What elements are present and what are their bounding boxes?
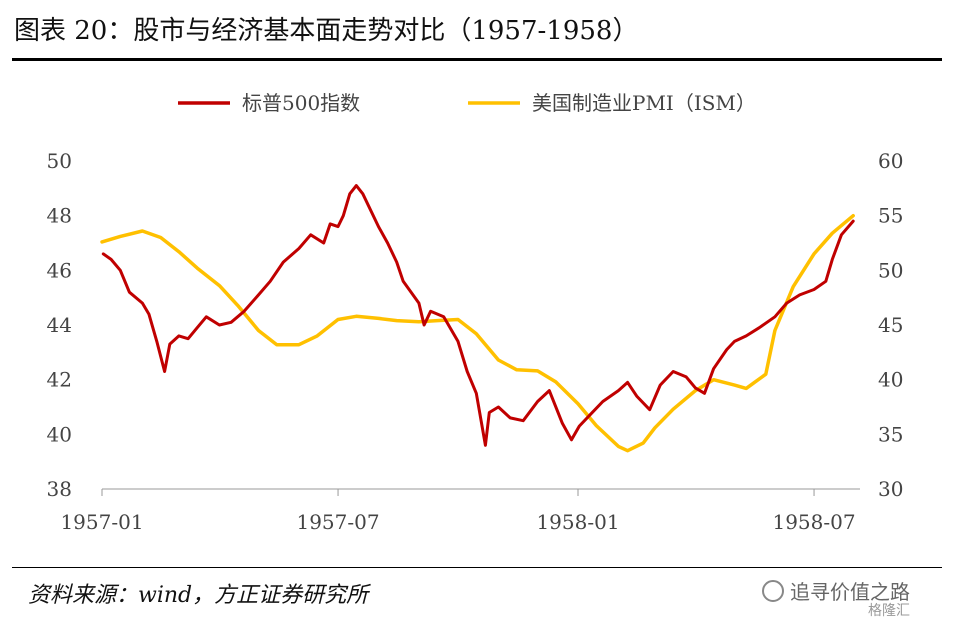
y-left-tick-label: 44 [47,313,72,337]
wechat-icon [762,580,784,602]
source-note: 资料来源：wind，方正证券研究所 [28,583,369,608]
y-left-tick-label: 38 [47,477,72,501]
x-tick-label: 1957-01 [60,510,143,534]
y-right-tick-label: 35 [878,422,903,446]
y-left-tick-label: 46 [47,258,72,282]
x-tick-label: 1958-01 [536,510,619,534]
chart-title: 图表 20：股市与经济基本面走势对比（1957-1958） [14,16,639,46]
footer-divider [12,567,942,568]
watermark-text: 追寻价值之路 [790,580,910,604]
y-left-tick-label: 50 [47,149,72,173]
gelonghui-logo: 格隆汇 [868,603,910,619]
y-right-tick-label: 30 [878,477,903,501]
y-right-tick-label: 45 [878,313,903,337]
axes: 1957-01 1957-07 1958-01 1958-07 38 40 42 44 46 48… [47,149,904,534]
y-left-tick-label: 40 [47,422,72,446]
legend-item-sp500: 标普500指数 [178,91,360,115]
legend-label: 标普500指数 [242,91,360,115]
y-right-tick-label: 40 [878,368,903,392]
y-right-tick-label: 60 [878,149,903,173]
y-left-tick-label: 48 [47,204,72,228]
legend-item-pmi: 美国制造业PMI（ISM） [468,91,756,115]
chart: 标普500指数 美国制造业PMI（ISM） 1957-01 1957-07 1958-… [47,91,904,534]
series-lines [100,184,855,453]
x-tick-label: 1958-07 [772,510,855,534]
y-right-tick-label: 50 [878,258,903,282]
title-divider [12,58,942,61]
legend-label: 美国制造业PMI（ISM） [532,91,756,115]
x-tick-label: 1957-07 [296,510,379,534]
series-line-sp500 [101,184,855,447]
y-right-tick-label: 55 [878,204,903,228]
watermark: 追寻价值之路 [762,576,910,605]
legend: 标普500指数 美国制造业PMI（ISM） [178,91,756,115]
series-line-pmi [100,213,855,453]
y-left-tick-label: 42 [47,368,72,392]
